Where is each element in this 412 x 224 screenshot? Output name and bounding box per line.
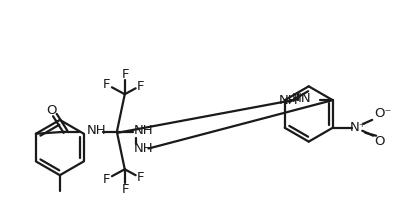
- Text: NH: NH: [133, 142, 153, 155]
- Text: F: F: [103, 78, 111, 91]
- Text: O⁻: O⁻: [374, 108, 392, 121]
- Text: N⁺: N⁺: [350, 121, 367, 134]
- Text: F: F: [122, 183, 129, 196]
- Text: O: O: [374, 135, 385, 148]
- Text: F: F: [137, 171, 144, 184]
- Text: F: F: [103, 173, 111, 186]
- Text: NH: NH: [279, 94, 298, 107]
- Text: NH: NH: [87, 124, 107, 137]
- Text: O: O: [47, 103, 57, 116]
- Text: F: F: [122, 68, 129, 81]
- Text: HN: HN: [291, 92, 311, 105]
- Text: F: F: [137, 80, 144, 93]
- Text: NH: NH: [133, 124, 153, 137]
